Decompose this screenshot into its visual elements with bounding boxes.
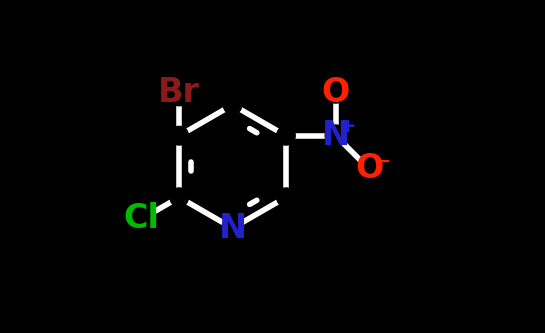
- Text: +: +: [340, 117, 357, 136]
- Circle shape: [170, 126, 189, 145]
- Text: Cl: Cl: [124, 202, 160, 235]
- Circle shape: [166, 79, 192, 106]
- Circle shape: [170, 188, 189, 206]
- Circle shape: [359, 158, 380, 179]
- Circle shape: [325, 125, 347, 147]
- Text: Br: Br: [158, 76, 200, 109]
- Text: −: −: [375, 152, 391, 171]
- Text: O: O: [355, 153, 383, 185]
- Text: N: N: [219, 211, 246, 245]
- Circle shape: [276, 126, 295, 145]
- Circle shape: [129, 206, 154, 232]
- Circle shape: [325, 82, 347, 103]
- Text: N: N: [322, 119, 350, 152]
- Text: O: O: [322, 76, 350, 109]
- Circle shape: [223, 96, 242, 114]
- Circle shape: [276, 188, 295, 206]
- Circle shape: [222, 217, 243, 239]
